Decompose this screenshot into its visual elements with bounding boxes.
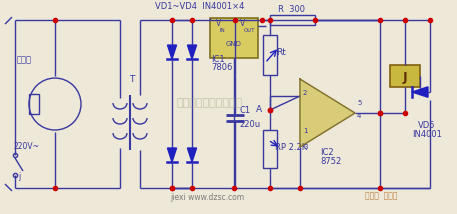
- Text: R  300: R 300: [278, 5, 305, 14]
- Text: IC1: IC1: [211, 55, 225, 64]
- Text: 4: 4: [357, 113, 361, 119]
- Text: 220V~: 220V~: [13, 142, 39, 151]
- Text: GND: GND: [226, 41, 242, 47]
- Text: 7806: 7806: [211, 63, 232, 72]
- Text: VD1~VD4  IN4001×4: VD1~VD4 IN4001×4: [155, 2, 244, 11]
- FancyBboxPatch shape: [210, 18, 258, 58]
- Text: OUT: OUT: [244, 28, 255, 33]
- FancyBboxPatch shape: [390, 65, 420, 87]
- Text: 3: 3: [303, 144, 308, 150]
- Text: V: V: [216, 19, 221, 28]
- Polygon shape: [187, 148, 197, 162]
- Text: IN: IN: [220, 28, 226, 33]
- Text: 2: 2: [303, 90, 308, 96]
- Text: 220u: 220u: [239, 120, 260, 129]
- Text: j: j: [18, 172, 20, 181]
- Bar: [29, 94, 39, 114]
- Text: T: T: [129, 75, 135, 84]
- Polygon shape: [300, 79, 355, 147]
- Bar: [263, 35, 277, 75]
- Polygon shape: [412, 87, 428, 97]
- Text: C1: C1: [239, 106, 250, 115]
- Text: VD5: VD5: [418, 121, 436, 130]
- Text: RP 2.2K: RP 2.2K: [275, 143, 307, 152]
- Text: Rt: Rt: [276, 48, 286, 57]
- Text: 微风扇: 微风扇: [17, 55, 32, 64]
- Text: J: J: [403, 71, 407, 83]
- Polygon shape: [167, 45, 176, 59]
- Polygon shape: [187, 45, 197, 59]
- Text: 杭州将雷科技有限公司: 杭州将雷科技有限公司: [177, 98, 243, 108]
- Text: 教维库  一修吧: 教维库 一修吧: [365, 191, 398, 200]
- Text: V: V: [240, 19, 245, 28]
- Text: IC2: IC2: [320, 148, 334, 157]
- Text: A: A: [256, 105, 262, 114]
- Text: 1: 1: [303, 128, 308, 134]
- Bar: [263, 130, 277, 168]
- Polygon shape: [167, 148, 176, 162]
- Text: jiexi www.dzsc.com: jiexi www.dzsc.com: [170, 193, 244, 202]
- Text: IN4001: IN4001: [412, 130, 442, 139]
- Text: 5: 5: [357, 100, 361, 106]
- Text: 8752: 8752: [320, 157, 341, 166]
- Bar: [270, 15, 315, 25]
